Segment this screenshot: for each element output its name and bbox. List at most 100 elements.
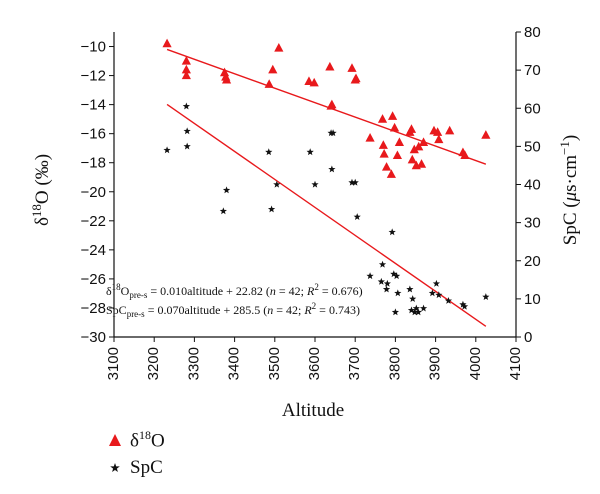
d18o-point xyxy=(162,38,172,48)
d18o-point xyxy=(327,99,337,109)
d18o-point xyxy=(409,144,419,154)
legend-label-d18o: δ18O xyxy=(130,427,165,452)
y-left-tick-label: −10 xyxy=(81,39,106,56)
spc-point xyxy=(388,228,396,236)
trend-lines xyxy=(166,48,487,327)
spc-point xyxy=(351,178,359,186)
d18o-point xyxy=(381,162,392,171)
y-left-tick-label: −14 xyxy=(81,97,106,114)
spc-point xyxy=(267,205,276,213)
d18o-point xyxy=(414,141,424,151)
spc-point xyxy=(412,304,420,312)
d18o-point xyxy=(392,150,403,160)
spc-point xyxy=(383,279,391,287)
x-axis-title: Altitude xyxy=(282,400,344,421)
d18o-point xyxy=(309,77,319,87)
d18o-point xyxy=(389,122,400,132)
spc-point xyxy=(414,308,422,316)
trend-line-d18o xyxy=(166,48,487,165)
trend-line-spc xyxy=(166,103,487,327)
spc-point xyxy=(435,291,443,299)
d18o-point xyxy=(387,111,398,120)
star-icon xyxy=(100,462,130,474)
d18o-point xyxy=(407,154,417,164)
spc-point xyxy=(432,279,441,287)
d18o-point xyxy=(304,76,314,85)
y-left-tick-label: −20 xyxy=(81,184,106,201)
x-tick-label: 4100 xyxy=(507,347,524,380)
y-left-tick-label: −28 xyxy=(81,300,106,317)
d18o-point xyxy=(365,133,375,142)
d18o-point xyxy=(418,137,429,146)
spc-point xyxy=(182,102,190,110)
y-axis-left-title: δ18O (‰) xyxy=(29,154,53,226)
y-left-tick-label: −26 xyxy=(81,271,106,288)
d18o-point xyxy=(181,56,191,65)
spc-point xyxy=(444,296,453,304)
y-left-tick-label: −30 xyxy=(81,329,106,346)
spc-point xyxy=(391,308,400,316)
y-right-tick-label: 40 xyxy=(524,177,541,194)
data-points xyxy=(162,38,491,316)
spc-point xyxy=(407,306,416,314)
d18o-point xyxy=(221,74,232,84)
d18o-point xyxy=(377,114,388,123)
x-tick-label: 3700 xyxy=(346,347,363,380)
y-left-tick-label: −24 xyxy=(81,242,106,259)
spc-point xyxy=(377,277,385,285)
spc-point xyxy=(329,129,337,137)
d18o-point xyxy=(351,73,361,83)
spc-point xyxy=(394,289,402,297)
spc-point xyxy=(348,178,356,186)
spc-point xyxy=(411,308,419,316)
annotation-d18o-equation: δ18Opre-s = 0.010altitude + 22.82 (n = 4… xyxy=(106,282,363,300)
d18o-point xyxy=(460,150,470,160)
d18o-point xyxy=(433,127,443,136)
spc-point xyxy=(273,180,281,188)
d18o-point xyxy=(386,169,396,178)
d18o-point xyxy=(181,64,191,74)
spc-point xyxy=(265,148,273,156)
triangle-icon xyxy=(100,433,130,447)
y-right-tick-label: 10 xyxy=(524,291,541,308)
y-right-tick-label: 30 xyxy=(524,215,541,232)
spc-point xyxy=(419,304,428,312)
y-axis-right-title: SpC (μs·cm−1) xyxy=(557,135,581,245)
spc-point xyxy=(163,146,171,154)
x-tick-label: 3300 xyxy=(185,347,202,380)
spc-point xyxy=(353,213,361,220)
x-tick-label: 3500 xyxy=(266,347,283,380)
y-left-tick-label: −16 xyxy=(81,126,106,143)
x-tick-label: 3400 xyxy=(226,347,243,380)
y-right-tick-label: 70 xyxy=(524,62,541,79)
spc-point xyxy=(328,165,336,173)
x-tick-label: 4000 xyxy=(467,347,484,380)
d18o-point xyxy=(378,140,388,149)
spc-point xyxy=(392,272,401,280)
d18o-point xyxy=(481,130,491,139)
y-left-tick-label: −12 xyxy=(81,68,106,85)
d18o-point xyxy=(268,64,278,74)
x-tick-label: 3900 xyxy=(427,347,444,380)
y-right-tick-label: 50 xyxy=(524,138,541,155)
spc-point xyxy=(219,207,227,215)
annotation-spc-equation: SpCpre-s = 0.070altitude + 285.5 (n = 42… xyxy=(106,301,360,319)
x-tick-label: 3100 xyxy=(105,347,122,380)
spc-point xyxy=(459,300,467,308)
spc-point xyxy=(311,180,319,188)
x-tick-label: 3600 xyxy=(306,347,323,380)
d18o-point xyxy=(445,125,455,135)
spc-point xyxy=(183,127,191,135)
y-left-tick-label: −22 xyxy=(81,213,106,230)
d18o-point xyxy=(379,149,389,158)
y-right-tick-label: 60 xyxy=(524,100,541,117)
y-left-tick-label: −18 xyxy=(81,155,106,172)
d18o-point xyxy=(434,134,444,144)
legend-item-d18o: δ18O xyxy=(100,426,165,454)
spc-point xyxy=(378,260,387,268)
y-right-tick-label: 20 xyxy=(524,253,541,270)
spc-point xyxy=(390,270,398,278)
spc-point xyxy=(222,186,231,194)
d18o-point xyxy=(406,124,417,133)
